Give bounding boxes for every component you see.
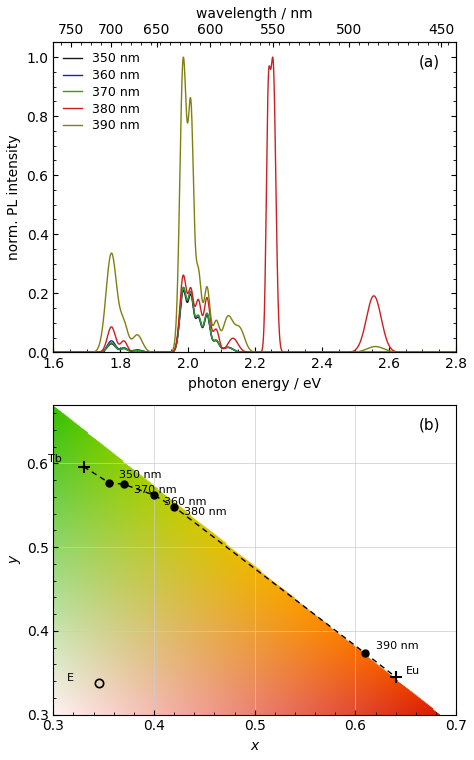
Text: (b): (b) xyxy=(419,417,440,432)
370 nm xyxy=(441,348,447,357)
360 nm xyxy=(51,348,56,357)
350 nm xyxy=(441,348,447,357)
370 nm xyxy=(51,348,56,357)
390 nm xyxy=(242,334,247,343)
350 nm xyxy=(181,286,186,295)
350 nm xyxy=(242,348,247,357)
380 nm xyxy=(242,347,247,356)
370 nm xyxy=(220,344,226,353)
370 nm xyxy=(453,348,459,357)
360 nm xyxy=(223,343,228,352)
Y-axis label: norm. PL intensity: norm. PL intensity xyxy=(7,135,21,260)
360 nm xyxy=(242,348,247,357)
390 nm xyxy=(220,325,226,334)
Y-axis label: y: y xyxy=(7,556,21,564)
350 nm xyxy=(220,344,226,353)
360 nm xyxy=(419,348,425,357)
Text: Eu: Eu xyxy=(406,667,420,676)
380 nm xyxy=(223,343,228,352)
350 nm xyxy=(453,348,459,357)
370 nm xyxy=(343,348,349,357)
380 nm xyxy=(51,348,56,357)
350 nm xyxy=(419,348,425,357)
370 nm xyxy=(242,348,247,357)
Legend: 350 nm, 360 nm, 370 nm, 380 nm, 390 nm: 350 nm, 360 nm, 370 nm, 380 nm, 390 nm xyxy=(60,49,144,136)
360 nm xyxy=(220,344,226,353)
X-axis label: x: x xyxy=(251,739,259,753)
350 nm xyxy=(223,344,228,353)
390 nm xyxy=(441,348,447,357)
390 nm xyxy=(181,52,186,62)
380 nm xyxy=(453,348,459,357)
380 nm xyxy=(421,348,427,357)
360 nm xyxy=(343,348,349,357)
Text: 370 nm: 370 nm xyxy=(134,485,176,495)
390 nm xyxy=(343,348,349,357)
Text: (a): (a) xyxy=(419,55,440,70)
X-axis label: photon energy / eV: photon energy / eV xyxy=(188,377,321,391)
370 nm xyxy=(421,348,427,357)
360 nm xyxy=(441,348,447,357)
360 nm xyxy=(453,348,459,357)
390 nm xyxy=(421,348,427,357)
380 nm xyxy=(270,52,275,62)
390 nm xyxy=(223,315,228,324)
350 nm xyxy=(51,348,56,357)
Line: 380 nm: 380 nm xyxy=(54,57,456,353)
350 nm xyxy=(421,348,427,357)
Text: 360 nm: 360 nm xyxy=(164,497,207,507)
350 nm xyxy=(343,348,349,357)
380 nm xyxy=(219,344,225,353)
370 nm xyxy=(223,343,228,352)
Line: 360 nm: 360 nm xyxy=(54,287,456,353)
Line: 350 nm: 350 nm xyxy=(54,290,456,353)
380 nm xyxy=(441,348,447,357)
Line: 390 nm: 390 nm xyxy=(54,57,456,353)
390 nm xyxy=(51,348,56,357)
390 nm xyxy=(453,348,459,357)
370 nm xyxy=(419,348,425,357)
X-axis label: wavelength / nm: wavelength / nm xyxy=(196,7,313,21)
Text: 380 nm: 380 nm xyxy=(184,507,227,518)
Text: Tb: Tb xyxy=(48,454,62,464)
360 nm xyxy=(421,348,427,357)
Text: 350 nm: 350 nm xyxy=(119,470,161,480)
360 nm xyxy=(181,283,186,292)
Line: 370 nm: 370 nm xyxy=(54,287,456,353)
Text: 390 nm: 390 nm xyxy=(375,641,418,651)
Text: E: E xyxy=(66,673,73,683)
370 nm xyxy=(181,283,186,292)
380 nm xyxy=(343,348,349,357)
